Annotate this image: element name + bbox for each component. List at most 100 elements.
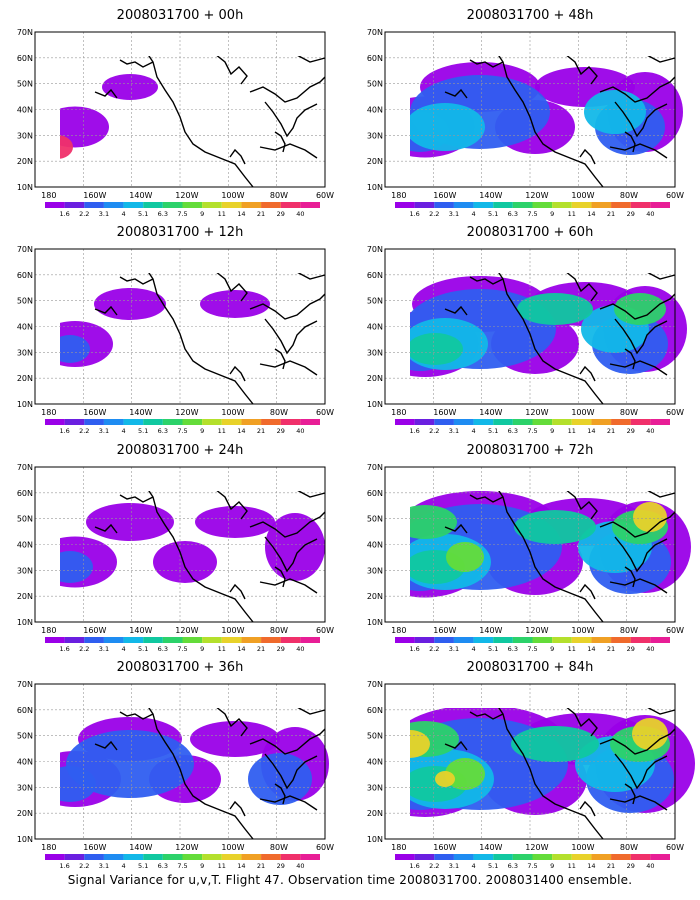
map-plot: 70N 60N 50N 40N 30N 20N 10N 180 160W 140W 120W 100W… <box>17 680 334 870</box>
map-plot: 70N 60N 50N 40N 30N 20N 10N 180 160W 140W 120W 100W… <box>17 245 334 435</box>
colorbar-label: 14 <box>587 862 595 870</box>
panel-title: 2008031700 + 12h <box>116 225 244 240</box>
colorbar-label: 1.6 <box>59 862 69 870</box>
contour-region <box>60 551 93 583</box>
colorbar-swatch <box>395 637 415 643</box>
colorbar-swatch <box>414 202 435 208</box>
lat-tick-label: 10N <box>17 618 33 627</box>
map-panel: 2008031700 + 72h 70N 60N 50N 40N 30N 20N 10N 180… <box>360 443 700 658</box>
colorbar-swatch <box>202 637 222 643</box>
colorbar-swatch <box>221 854 242 860</box>
colorbar-swatch <box>182 637 203 643</box>
colorbar-label: 29 <box>277 210 285 218</box>
lat-tick-label: 20N <box>367 592 383 601</box>
colorbar-label: 7.5 <box>527 645 537 653</box>
colorbar-label: 1.6 <box>59 210 69 218</box>
colorbar-swatch <box>241 854 262 860</box>
lon-tick-label: 100W <box>221 843 244 852</box>
colorbar-label: 4 <box>472 862 476 870</box>
colorbar-swatch <box>45 202 65 208</box>
colorbar-swatch <box>84 202 104 208</box>
colorbar-swatch <box>630 419 651 425</box>
colorbar-swatch <box>162 854 183 860</box>
colorbar: 1.6 2.2 3.1 4 5.1 6.3 7.5 9 11 14 21 29 40 <box>395 419 670 435</box>
lat-tick-label: 40N <box>367 323 383 332</box>
colorbar-label: 6.3 <box>158 210 168 218</box>
colorbar-label: 7.5 <box>527 210 537 218</box>
coastlines <box>444 708 676 840</box>
lon-tick-label: 80W <box>620 843 638 852</box>
colorbar-label: 40 <box>646 210 654 218</box>
map-plot: 70N 60N 50N 40N 30N 20N 10N 180 160W 140W 120W 100W… <box>367 463 691 653</box>
lon-tick-label: 120W <box>175 191 198 200</box>
colorbar-label: 21 <box>257 862 265 870</box>
variance-contours <box>410 276 687 377</box>
colorbar-swatch <box>532 637 553 643</box>
colorbar-swatch <box>473 637 494 643</box>
colorbar-label: 11 <box>568 427 576 435</box>
colorbar-label: 1.6 <box>409 427 419 435</box>
colorbar-swatch <box>493 854 513 860</box>
colorbar-label: 9 <box>550 645 554 653</box>
colorbar-label: 29 <box>277 645 285 653</box>
gridlines <box>385 32 675 187</box>
colorbar-swatch <box>650 419 670 425</box>
colorbar-swatch <box>103 419 124 425</box>
lon-tick-label: 80W <box>270 843 288 852</box>
lon-tick-label: 60W <box>666 408 684 417</box>
panel-title: 2008031700 + 60h <box>466 225 594 240</box>
colorbar-swatch <box>45 854 65 860</box>
lat-tick-label: 40N <box>367 106 383 115</box>
colorbar-label: 3.1 <box>449 210 459 218</box>
lon-tick-label: 120W <box>175 408 198 417</box>
colorbar-swatch <box>143 637 163 643</box>
colorbar-label: 14 <box>587 645 595 653</box>
colorbar-label: 29 <box>627 862 635 870</box>
lat-tick-label: 20N <box>17 592 33 601</box>
colorbar-swatch <box>512 637 533 643</box>
lat-tick-label: 10N <box>17 183 33 192</box>
contour-region <box>514 510 596 544</box>
lon-tick-label: 100W <box>221 626 244 635</box>
colorbar-swatch <box>182 419 203 425</box>
colorbar-swatch <box>434 419 454 425</box>
colorbar-swatch <box>611 637 631 643</box>
lon-tick-label: 60W <box>316 843 334 852</box>
lat-tick-label: 60N <box>367 54 383 63</box>
lat-tick-label: 60N <box>17 489 33 498</box>
colorbar-swatch <box>261 202 281 208</box>
lon-tick-label: 100W <box>571 626 594 635</box>
colorbar-swatch <box>512 419 533 425</box>
colorbar-swatch <box>84 419 104 425</box>
colorbar-swatch <box>64 637 85 643</box>
lat-tick-label: 60N <box>367 271 383 280</box>
colorbar-swatch <box>414 637 435 643</box>
map-panel: 2008031700 + 84h 70N 60N 50N 40N 30N 20N 10N 180… <box>360 660 700 875</box>
lon-tick-label: 120W <box>525 843 548 852</box>
colorbar-label: 14 <box>237 862 245 870</box>
colorbar-swatch <box>493 637 513 643</box>
colorbar-label: 11 <box>218 210 226 218</box>
contour-region <box>511 726 599 762</box>
colorbar-label: 11 <box>218 427 226 435</box>
map-panel: 2008031700 + 00h 70N 60N 50N 40N 30N 20N 10N 180… <box>10 8 350 223</box>
colorbar-swatch <box>512 202 533 208</box>
colorbar-swatch <box>493 419 513 425</box>
colorbar-swatch <box>453 419 474 425</box>
colorbar-swatch <box>261 854 281 860</box>
colorbar-swatch <box>280 637 301 643</box>
colorbar-label: 11 <box>568 210 576 218</box>
panel-title: 2008031700 + 48h <box>466 8 594 23</box>
gridlines <box>35 684 325 839</box>
colorbar-swatch <box>453 637 474 643</box>
colorbar-label: 4 <box>122 427 126 435</box>
map-frame <box>384 466 676 623</box>
contour-region <box>410 103 485 151</box>
lat-tick-label: 40N <box>17 323 33 332</box>
colorbar-label: 2.2 <box>79 862 89 870</box>
lon-tick-label: 180 <box>41 408 56 417</box>
contour-region <box>66 730 194 798</box>
colorbar-label: 7.5 <box>527 862 537 870</box>
colorbar-swatch <box>473 854 494 860</box>
colorbar-swatch <box>571 419 592 425</box>
